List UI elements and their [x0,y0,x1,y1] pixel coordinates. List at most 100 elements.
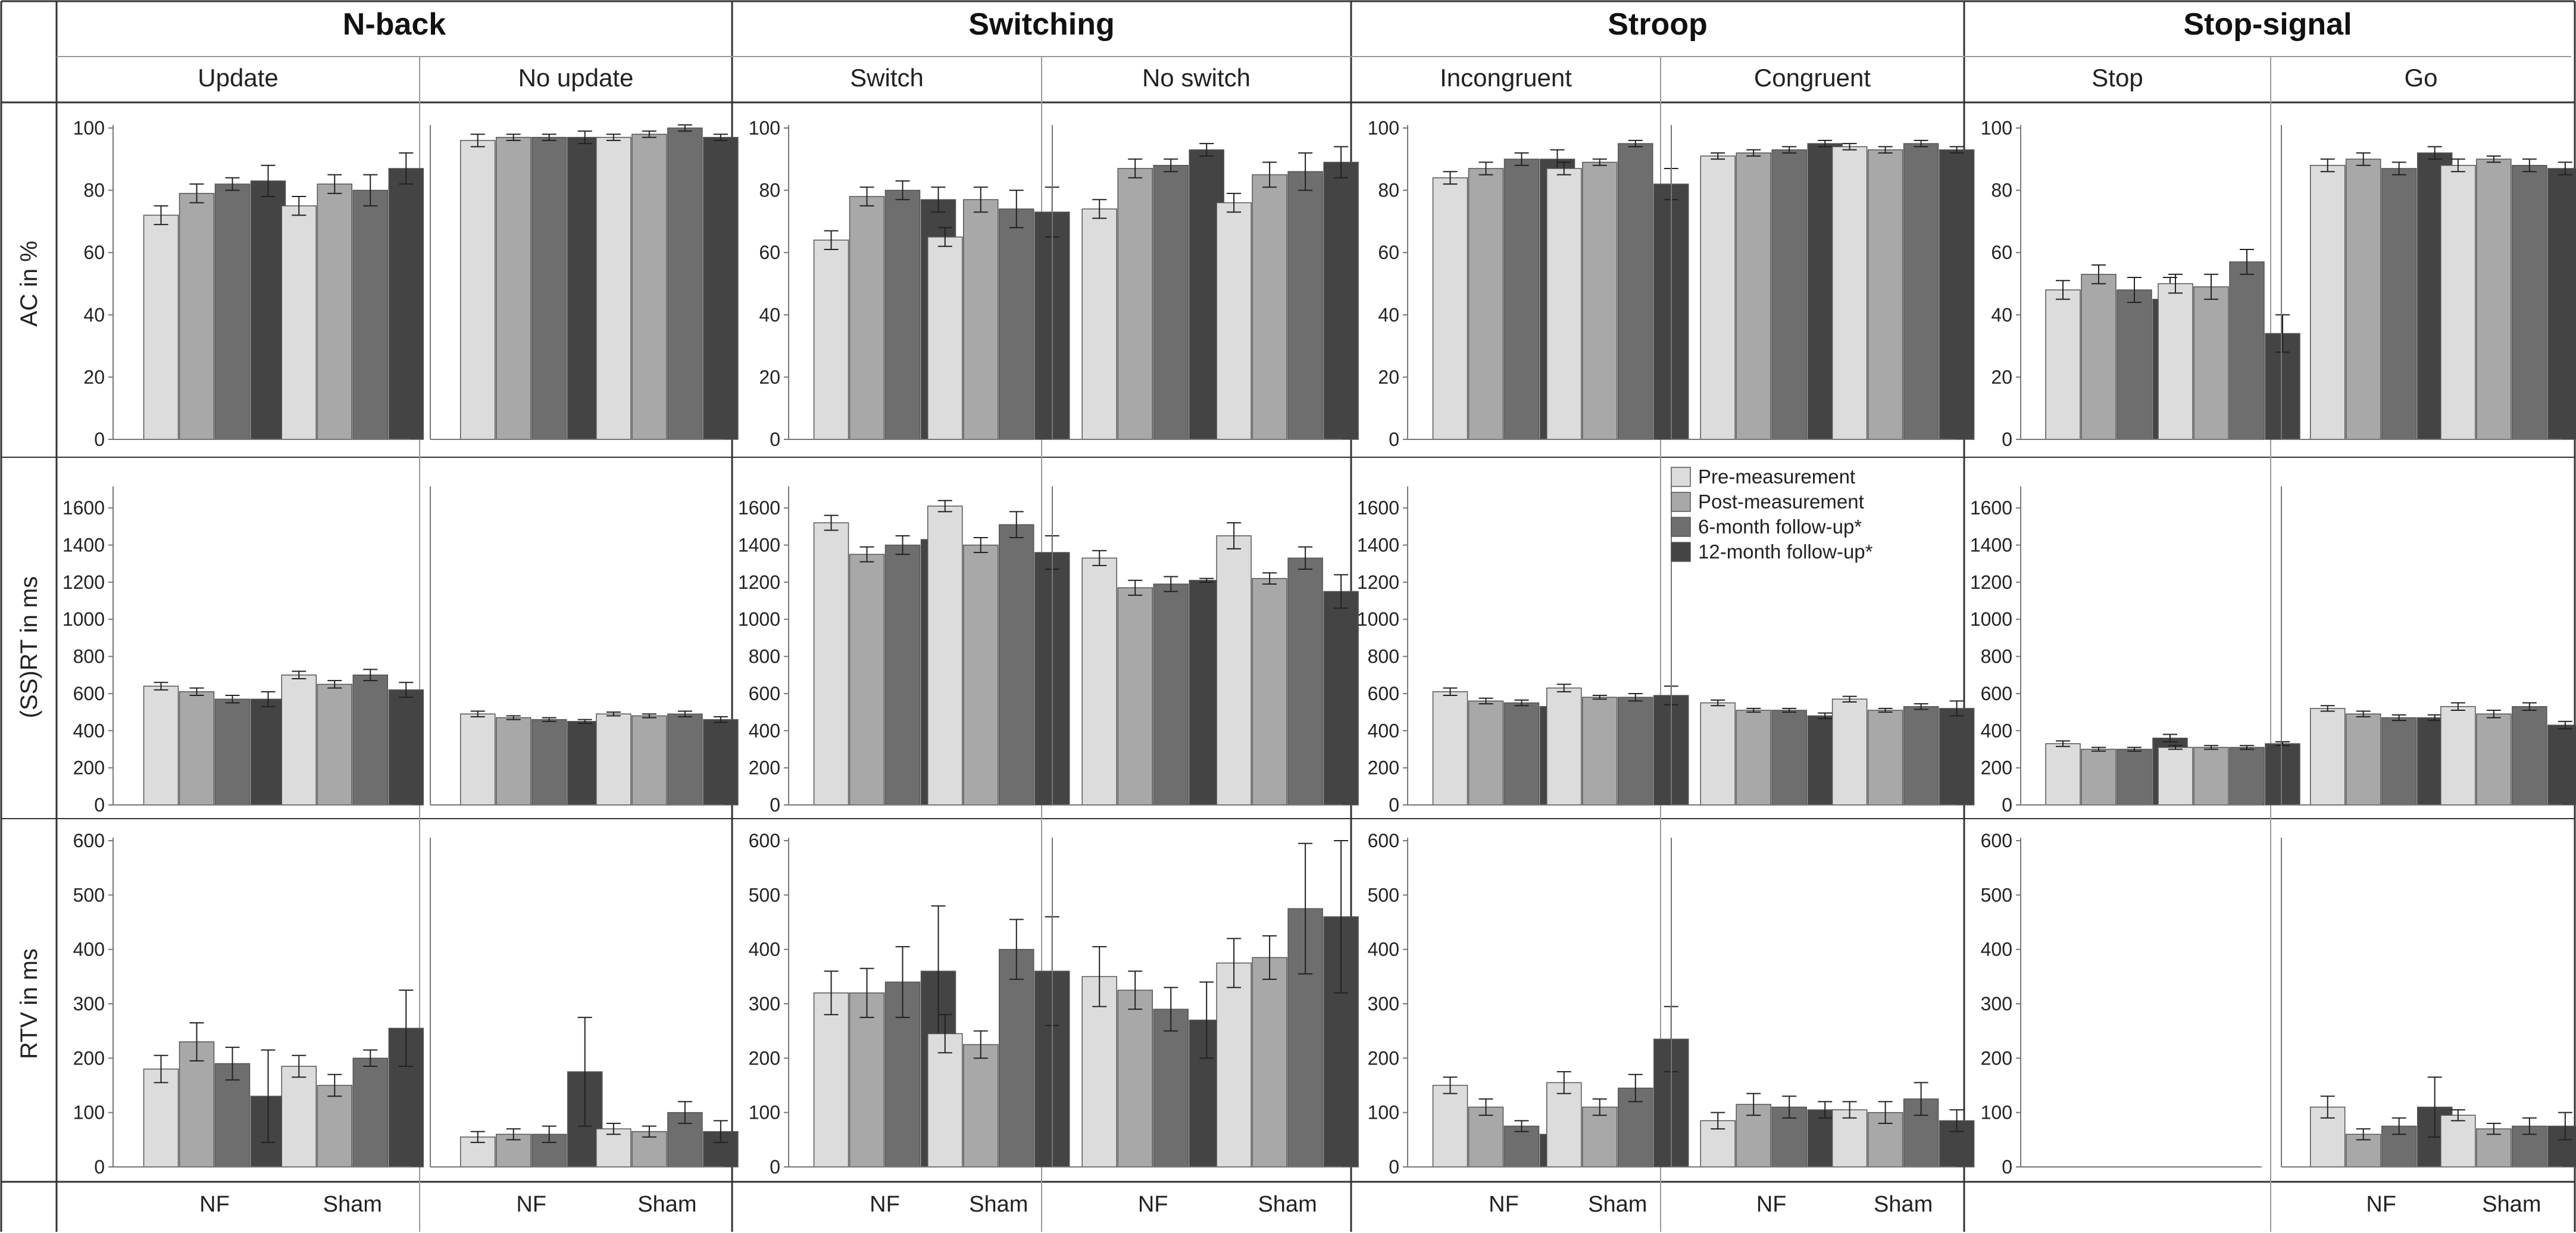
bar-6-month-follow-up-nf [531,136,567,440]
bar-pre-measurement-nf [2309,165,2346,440]
bar-6-month-follow-up-nf [2117,748,2152,806]
bar-pre-measurement-sham [281,675,317,806]
bar-pre-measurement-sham [281,1066,317,1168]
bar-post-measurement-sham [1252,174,1287,440]
bar-12-month-follow-up-sham [1939,708,1975,806]
condition-title-no-switch: No switch [1142,64,1251,92]
bar-post-measurement-nf [1736,152,1771,440]
bar-post-measurement-sham [2193,286,2229,440]
bar-pre-measurement-sham [1216,202,1252,440]
bar-12-month-follow-up-sham [2547,168,2576,440]
bar-6-month-follow-up-sham [2229,747,2265,806]
bar-12-month-follow-up-sham [703,136,739,440]
y-tick-label: 1600 [62,497,105,519]
y-tick-label: 80 [759,180,780,201]
bar-pre-measurement-nf [813,992,849,1168]
bar-6-month-follow-up-sham [667,127,703,440]
bar-6-month-follow-up-nf [531,719,567,806]
y-tick-label: 600 [1368,830,1399,851]
bar-pre-measurement-sham [596,1128,632,1168]
bar-6-month-follow-up-nf [2117,289,2152,440]
bar-6-month-follow-up-sham [1903,706,1939,806]
bar-12-month-follow-up-sham [2265,743,2300,806]
legend-label-6-month-follow-up: 6-month follow-up* [1698,516,1862,538]
bar-6-month-follow-up-sham [1287,171,1323,440]
bar-pre-measurement-nf [2045,289,2081,440]
bar-post-measurement-sham [632,715,667,806]
bar-post-measurement-sham [632,133,667,440]
bar-post-measurement-sham [2476,158,2512,440]
bar-pre-measurement-sham [1546,687,1582,806]
condition-title-update: Update [198,64,278,92]
bar-post-measurement-nf [1117,168,1153,440]
bar-pre-measurement-sham [1546,1082,1582,1168]
bar-pre-measurement-sham [1216,962,1252,1168]
bar-pre-measurement-sham [281,205,317,440]
bar-pre-measurement-nf [1432,691,1468,806]
y-tick-label: 0 [770,1156,780,1178]
y-tick-label: 1200 [1970,572,2012,593]
bar-12-month-follow-up-nf [250,698,286,806]
y-tick-label: 200 [1981,757,2012,779]
bar-6-month-follow-up-nf [1503,1125,1540,1168]
group-label-sham: Sham [2482,1192,2541,1217]
y-tick-label: 1400 [738,535,780,556]
y-tick-label: 40 [1991,304,2012,326]
bar-post-measurement-sham [1582,1106,1618,1168]
bar-12-month-follow-up-sham [388,168,424,440]
y-tick-label: 100 [1981,117,2012,139]
bar-post-measurement-nf [2345,713,2381,806]
bar-pre-measurement-sham [2158,747,2193,806]
y-tick-label: 0 [1389,429,1399,450]
y-tick-label: 400 [1981,720,2012,741]
bar-pre-measurement-nf [143,685,179,806]
y-tick-label: 200 [73,757,105,779]
y-tick-label: 40 [83,304,105,326]
bar-pre-measurement-nf [143,214,179,440]
bar-post-measurement-sham [317,683,352,806]
bar-12-month-follow-up-nf [250,180,286,440]
bar-pre-measurement-nf [1700,155,1736,440]
y-tick-label: 80 [1378,180,1399,201]
bar-post-measurement-sham [963,544,999,806]
legend-swatch-12-month-follow-up [1671,542,1691,562]
bar-pre-measurement-nf [1081,208,1117,440]
bar-6-month-follow-up-sham [1618,697,1653,806]
y-tick-label: 200 [749,1047,780,1069]
bar-pre-measurement-nf [813,522,849,806]
bar-6-month-follow-up-nf [2381,168,2417,440]
group-label-nf: NF [1138,1192,1168,1217]
bar-6-month-follow-up-sham [999,524,1034,806]
legend-swatch-pre-measurement [1671,467,1691,487]
bar-12-month-follow-up-sham [1323,591,1359,806]
bar-12-month-follow-up-sham [1939,149,1975,440]
y-tick-label: 100 [73,117,105,139]
bar-post-measurement-nf [849,196,885,440]
y-tick-label: 400 [1368,720,1399,741]
y-tick-label: 500 [1368,884,1399,906]
bar-6-month-follow-up-nf [2381,717,2417,806]
y-tick-label: 600 [749,830,780,851]
y-tick-label: 0 [94,429,105,450]
y-tick-label: 800 [1981,646,2012,667]
bar-post-measurement-sham [2193,747,2229,806]
y-tick-label: 0 [770,794,780,816]
bar-post-measurement-sham [1867,710,1903,806]
y-tick-label: 500 [1981,884,2012,906]
y-tick-label: 800 [749,646,780,667]
y-tick-label: 20 [1378,366,1399,388]
y-tick-label: 0 [94,794,105,816]
y-tick-label: 1000 [62,608,105,630]
bar-pre-measurement-sham [927,505,963,806]
task-title-n-back: N-back [343,7,446,42]
bar-6-month-follow-up-nf [884,544,921,806]
bar-pre-measurement-nf [2045,743,2081,806]
bar-6-month-follow-up-nf [1153,165,1189,440]
y-tick-label: 80 [83,180,105,201]
bar-post-measurement-sham [963,199,999,440]
y-tick-label: 600 [1368,683,1399,704]
bar-post-measurement-sham [1252,578,1287,806]
group-label-sham: Sham [969,1192,1028,1217]
y-tick-label: 400 [1368,939,1399,960]
y-tick-label: 600 [1981,830,2012,851]
